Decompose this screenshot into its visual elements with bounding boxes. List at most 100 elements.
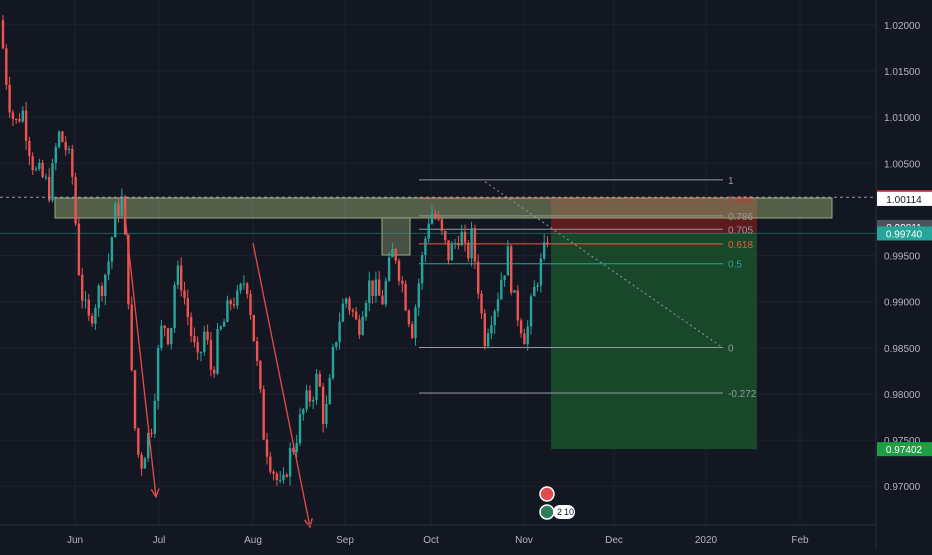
x-tick-label: Jun — [67, 535, 83, 546]
candle-body-up — [295, 443, 298, 452]
candle-body-down — [269, 456, 272, 472]
candle-body-up — [384, 280, 387, 305]
candle-body-down — [163, 325, 166, 329]
x-tick-label: Oct — [423, 535, 439, 546]
candle-body-up — [539, 258, 543, 286]
candle-body-up — [486, 333, 490, 347]
x-tick-label: 2020 — [695, 535, 718, 546]
candle-body-down — [249, 293, 252, 316]
candle-body-up — [67, 148, 71, 150]
candle-body-up — [219, 326, 222, 330]
candle-body-down — [348, 298, 351, 311]
price-label-text: 1.00114 — [886, 195, 922, 206]
candle-body-down — [90, 315, 94, 324]
candle-body-up — [338, 321, 341, 343]
candle-body-down — [440, 219, 444, 231]
candle-body-up — [470, 228, 473, 259]
event-marker-flag[interactable] — [539, 486, 555, 502]
candle-body-down — [272, 471, 275, 474]
candle-body-up — [107, 261, 110, 275]
candle-body-down — [292, 447, 295, 452]
candle-body-down — [262, 389, 265, 440]
candle-body-down — [371, 280, 374, 296]
x-tick-label: Nov — [515, 535, 533, 546]
candle-body-up — [496, 299, 500, 312]
candle-body-down — [130, 304, 133, 371]
candle-body-up — [54, 146, 57, 164]
y-tick-label: 1.01500 — [884, 67, 921, 78]
candle-body-up — [450, 243, 453, 261]
candle-body-up — [216, 329, 219, 374]
x-tick-label: Feb — [791, 535, 809, 546]
y-tick-label: 1.01000 — [884, 113, 921, 124]
candle-body-up — [364, 303, 368, 317]
candle-body-up — [503, 275, 506, 280]
x-tick-label: Sep — [336, 535, 354, 546]
candle-body-up — [38, 162, 41, 169]
candle-body-down — [457, 243, 460, 246]
candle-body-up — [391, 249, 394, 258]
candle-body-down — [516, 290, 519, 321]
candle-body-down — [48, 176, 51, 201]
candle-body-down — [411, 324, 414, 339]
candle-body-up — [104, 274, 107, 296]
candle-body-down — [378, 279, 381, 296]
y-tick-label: 0.99000 — [884, 298, 921, 309]
y-tick-label: 1.00500 — [884, 159, 921, 170]
price-label-bg — [877, 226, 932, 241]
candle-body-up — [288, 447, 292, 477]
x-tick-label: Aug — [244, 535, 262, 546]
candle-body-down — [196, 342, 199, 353]
price-label-text: 0.99740 — [886, 229, 923, 240]
price-label-4: 0.97402 — [877, 442, 932, 457]
candle-body-down — [77, 223, 81, 275]
candle-body-up — [513, 290, 516, 293]
candle-body-up — [226, 300, 229, 322]
fib-level-label: 0.886 — [728, 195, 753, 206]
candle-body-up — [153, 400, 156, 434]
candle-body-down — [133, 370, 137, 429]
trend-arrow-1 — [123, 206, 157, 498]
fib-level-label: 0 — [728, 343, 734, 354]
candle-body-down — [87, 299, 90, 316]
candle-body-down — [64, 142, 67, 150]
candle-body-down — [127, 234, 130, 305]
candle-body-down — [473, 228, 477, 262]
candle-body-up — [420, 255, 424, 284]
candle-body-down — [358, 319, 361, 335]
y-tick-label: 0.98000 — [884, 390, 921, 401]
candle-body-down — [15, 119, 18, 121]
fib-trend-line — [484, 181, 724, 349]
candle-body-down — [213, 369, 216, 374]
candle-body-down — [31, 156, 34, 170]
candle-body-down — [41, 162, 44, 177]
candle-body-up — [160, 325, 163, 348]
candle-body-up — [156, 347, 160, 401]
candle-body-up — [51, 163, 54, 201]
candle-body-up — [236, 290, 239, 306]
candle-body-up — [97, 285, 100, 309]
candle-body-down — [166, 328, 170, 345]
candle-body-down — [394, 249, 397, 261]
candle-body-down — [74, 176, 77, 224]
y-tick-label: 0.97000 — [884, 482, 921, 493]
candle-body-up — [120, 196, 123, 217]
candle-body-down — [81, 274, 84, 301]
candle-body-down — [437, 217, 440, 220]
candle-body-up — [279, 479, 282, 481]
price-label-text: 0.97402 — [886, 445, 923, 456]
candle-body-up — [302, 409, 305, 415]
candle-body-down — [381, 295, 384, 305]
candle-body-down — [183, 290, 186, 299]
candle-body-down — [463, 231, 467, 243]
fib-level-label: -0.272 — [728, 389, 757, 400]
price-label-bg — [877, 442, 932, 457]
price-label-bg — [877, 191, 932, 206]
candle-body-up — [335, 342, 338, 348]
candle-body-up — [430, 213, 434, 224]
candle-body-down — [100, 285, 104, 296]
fib-level-label: 0.705 — [728, 225, 753, 236]
event-marker-group[interactable]: 2 10 — [539, 504, 575, 520]
